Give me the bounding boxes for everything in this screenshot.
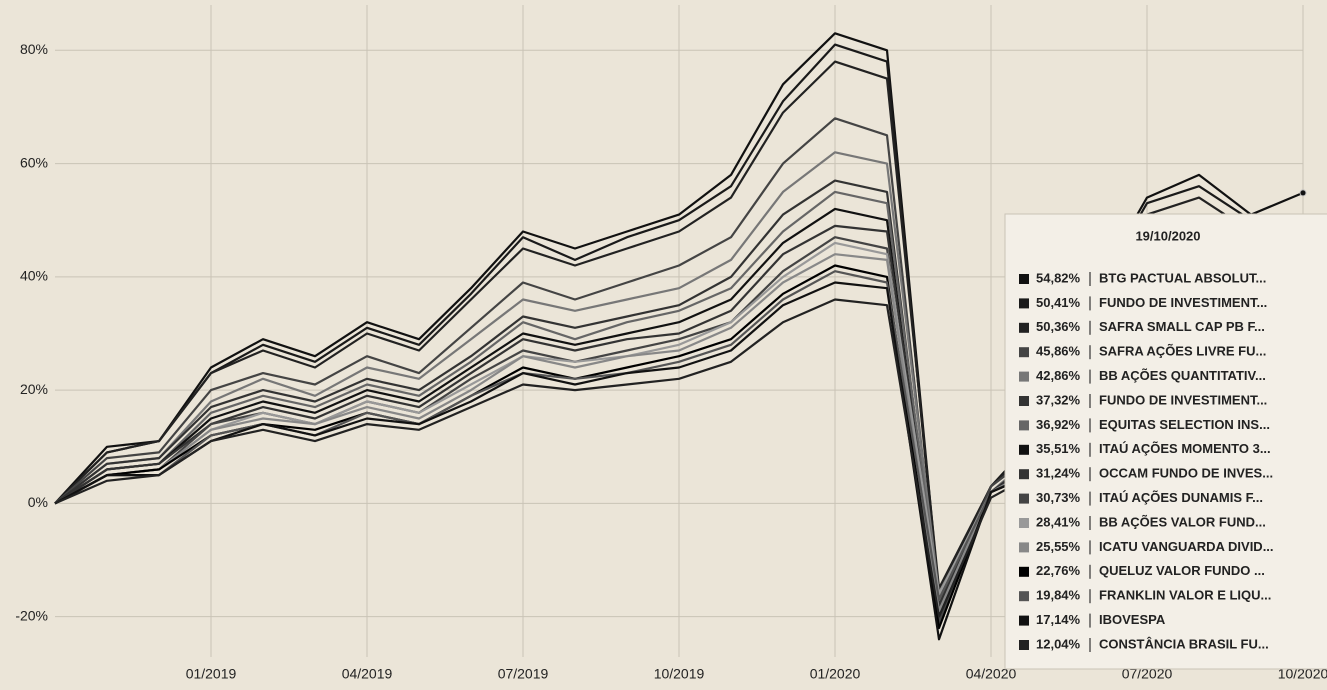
legend-label: BTG PACTUAL ABSOLUT...	[1099, 270, 1266, 285]
tooltip-value: 50,36%	[1036, 319, 1081, 334]
legend-swatch	[1019, 347, 1029, 358]
tooltip-value: 22,76%	[1036, 563, 1081, 578]
legend-label: ITAÚ AÇÕES DUNAMIS F...	[1099, 490, 1263, 505]
tooltip-value: 54,82%	[1036, 270, 1081, 285]
tooltip-value: 50,41%	[1036, 295, 1081, 310]
legend-label: BB AÇÕES VALOR FUND...	[1099, 514, 1266, 529]
tooltip-value: 19,84%	[1036, 588, 1081, 603]
tooltip-value: 31,24%	[1036, 466, 1081, 481]
tooltip-box	[1004, 213, 1327, 670]
x-tick-label: 07/2019	[498, 666, 549, 682]
hover-point	[1299, 189, 1307, 197]
legend-label: FRANKLIN VALOR E LIQU...	[1099, 588, 1271, 603]
y-tick-label: 40%	[20, 268, 48, 284]
tooltip-value: 45,86%	[1036, 344, 1081, 359]
tooltip-value: 12,04%	[1036, 636, 1081, 651]
legend-label: BB AÇÕES QUANTITATIV...	[1099, 368, 1266, 383]
x-tick-label: 10/2020	[1278, 666, 1327, 682]
legend-swatch	[1019, 298, 1029, 309]
legend-swatch	[1019, 542, 1029, 553]
legend-swatch	[1019, 615, 1029, 626]
tooltip: 19/10/2020 54,82% BTG PACTUAL ABSOLUT... 50…	[1004, 213, 1327, 670]
legend-label: QUELUZ VALOR FUNDO ...	[1099, 563, 1265, 578]
legend-swatch	[1019, 640, 1029, 650]
legend-label: OCCAM FUNDO DE INVES...	[1099, 466, 1273, 481]
legend-swatch	[1019, 274, 1029, 284]
y-tick-label: 80%	[20, 41, 48, 57]
y-tick-label: -20%	[15, 607, 48, 623]
legend-swatch	[1019, 396, 1029, 406]
x-tick-label: 10/2019	[654, 666, 705, 682]
legend-label: IBOVESPA	[1099, 612, 1166, 627]
y-tick-label: 60%	[20, 154, 48, 170]
legend-swatch	[1019, 444, 1029, 455]
tooltip-value: 17,14%	[1036, 612, 1081, 627]
legend-swatch	[1019, 322, 1029, 333]
y-tick-label: 20%	[20, 381, 48, 397]
legend-swatch	[1019, 566, 1029, 577]
tooltip-value: 25,55%	[1036, 539, 1081, 554]
legend-swatch	[1019, 371, 1029, 382]
legend-swatch	[1019, 518, 1029, 528]
legend-label: SAFRA AÇÕES LIVRE FU...	[1099, 344, 1266, 359]
tooltip-value: 30,73%	[1036, 490, 1081, 505]
legend-label: ITAÚ AÇÕES MOMENTO 3...	[1099, 441, 1271, 456]
legend-swatch	[1019, 420, 1029, 431]
tooltip-value: 36,92%	[1036, 417, 1081, 432]
tooltip-value: 28,41%	[1036, 514, 1081, 529]
tooltip-value: 42,86%	[1036, 368, 1081, 383]
legend-label: CONSTÂNCIA BRASIL FU...	[1099, 636, 1269, 651]
x-tick-label: 04/2019	[342, 666, 393, 682]
tooltip-value: 35,51%	[1036, 441, 1081, 456]
legend-label: SAFRA SMALL CAP PB F...	[1099, 319, 1265, 334]
legend-swatch	[1019, 591, 1029, 602]
x-tick-label: 07/2020	[1122, 666, 1173, 682]
legend-label: FUNDO DE INVESTIMENT...	[1099, 392, 1267, 407]
legend-label: FUNDO DE INVESTIMENT...	[1099, 295, 1267, 310]
tooltip-title: 19/10/2020	[1135, 228, 1200, 243]
tooltip-value: 37,32%	[1036, 392, 1081, 407]
legend-label: ICATU VANGUARDA DIVID...	[1099, 539, 1274, 554]
x-tick-label: 01/2020	[810, 666, 861, 682]
y-tick-label: 0%	[28, 494, 48, 510]
legend-swatch	[1019, 493, 1029, 504]
legend-swatch	[1019, 469, 1029, 480]
x-tick-label: 04/2020	[966, 666, 1017, 682]
x-tick-label: 01/2019	[186, 666, 237, 682]
legend-label: EQUITAS SELECTION INS...	[1099, 417, 1270, 432]
